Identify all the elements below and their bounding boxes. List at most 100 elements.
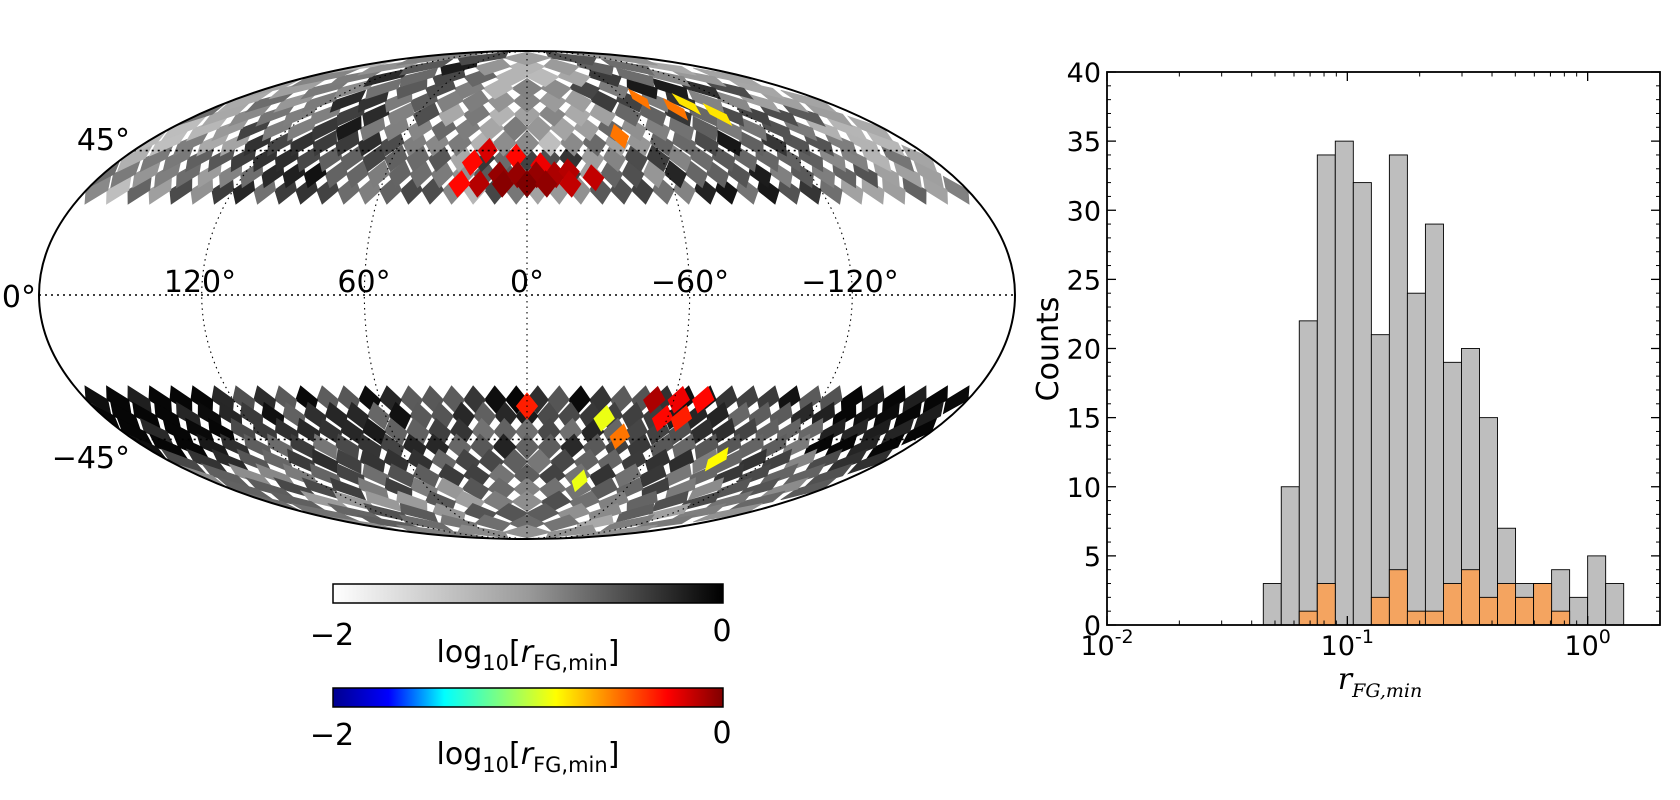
map-pixel xyxy=(942,175,970,205)
y-tick-label: 0 xyxy=(1084,611,1101,642)
y-tick-label: 10 xyxy=(1067,473,1101,504)
map-pixel xyxy=(838,144,869,173)
map-highlight-pixel xyxy=(505,143,527,170)
map-pixel xyxy=(651,77,689,100)
map-highlight-pixel xyxy=(704,447,729,472)
map-pixel xyxy=(399,514,454,532)
graticule xyxy=(39,51,1015,539)
hist-bar-all xyxy=(1370,334,1390,626)
map-highlight-pixel xyxy=(487,161,510,189)
map-pixel xyxy=(852,159,878,189)
map-highlight-pixel xyxy=(461,149,483,176)
hist-bar-selected xyxy=(1443,583,1462,626)
map-pixel xyxy=(668,144,692,173)
lon-label-minus60: −60° xyxy=(651,265,729,300)
map-pixel xyxy=(819,175,843,205)
map-pixel xyxy=(176,159,202,189)
map-pixel xyxy=(564,89,593,113)
hist-bar-all xyxy=(1587,555,1607,626)
map-pixel xyxy=(525,115,552,142)
y-tick-label: 25 xyxy=(1067,265,1101,296)
colorbar-grey xyxy=(332,583,724,604)
colorbar-jet xyxy=(332,687,724,708)
map-pixel xyxy=(336,448,362,475)
map-pixel xyxy=(312,433,338,461)
map-pixel xyxy=(614,463,642,488)
map-pixel xyxy=(514,433,540,461)
map-pixel xyxy=(846,115,894,142)
map-highlight-pixel xyxy=(643,385,666,414)
map-highlight-pixel xyxy=(515,170,539,198)
map-pixel xyxy=(600,514,655,532)
map-pixel xyxy=(329,89,367,113)
map-pixel xyxy=(399,67,439,88)
map-highlight-pixel xyxy=(559,170,582,198)
hist-x-axis-label: rFG,min xyxy=(1338,662,1422,702)
map-pixel xyxy=(846,448,894,475)
mollweide-map: 120° 60° 0° −60° −120° 45° 0° −45° xyxy=(2,50,1016,540)
map-pixel xyxy=(780,477,837,501)
map-pixel xyxy=(474,514,512,532)
map-pixel xyxy=(384,417,408,446)
hist-bar-selected xyxy=(1551,610,1571,626)
hist-bar-all xyxy=(1298,320,1318,626)
map-pixel xyxy=(514,129,540,157)
map-pixel xyxy=(615,67,655,88)
meridian-line xyxy=(201,51,528,539)
y-tick-label: 15 xyxy=(1067,404,1101,435)
map-pixel xyxy=(538,102,566,127)
colorbar-jet-min-label: −2 xyxy=(310,718,354,753)
colorbar-jet-label: log10[rFG,min] xyxy=(437,737,620,777)
lon-label-0: 0° xyxy=(510,265,544,300)
map-pixel xyxy=(211,175,235,205)
colorbars: −2 0 log10[rFG,min] −2 0 log10[rFG,min] xyxy=(310,583,732,777)
hist-bar-all xyxy=(1406,292,1426,626)
map-pixel xyxy=(687,477,725,501)
lat-label-45: 45° xyxy=(77,123,130,158)
hist-bar-all xyxy=(1479,417,1498,626)
x-tick-label: 10-1 xyxy=(1321,626,1374,662)
map-pixel xyxy=(621,115,647,142)
y-tick-label: 35 xyxy=(1067,127,1101,158)
x-tick-label: 100 xyxy=(1564,626,1610,662)
map-highlight-pixel xyxy=(593,404,615,432)
map-highlight-pixel xyxy=(651,404,674,432)
map-highlight-pixel xyxy=(667,385,691,414)
map-pixel xyxy=(508,58,546,76)
hist-bar-selected xyxy=(1298,610,1318,626)
map-pixel xyxy=(474,58,512,76)
hist-bar-selected xyxy=(1461,569,1480,626)
hist-bar-selected xyxy=(1406,610,1426,626)
meridian-line xyxy=(526,51,853,539)
hist-series-all xyxy=(1262,140,1625,626)
map-pixel xyxy=(780,89,837,113)
map-pixel xyxy=(693,67,763,87)
map-pixel xyxy=(488,102,516,127)
map-pixel xyxy=(513,89,541,113)
map-boundary xyxy=(38,50,1016,540)
hist-bar-all xyxy=(1569,596,1589,626)
hist-bar-selected xyxy=(1533,583,1553,626)
map-pixel xyxy=(901,417,938,446)
hist-bar-selected xyxy=(1370,596,1390,626)
map-highlight-pixel xyxy=(477,137,498,164)
y-tick-label: 5 xyxy=(1084,542,1101,573)
y-tick-label: 30 xyxy=(1067,196,1101,227)
y-tick-label: 20 xyxy=(1067,335,1101,366)
map-pixel xyxy=(116,144,153,173)
map-highlight-pixel xyxy=(467,170,490,198)
map-highlight-pixel xyxy=(691,385,715,414)
hist-x-tick-labels: 10-2 10-1 100 xyxy=(1080,626,1611,662)
map-pixel xyxy=(942,385,970,415)
map-highlight-pixel xyxy=(609,423,630,450)
map-pixel xyxy=(388,159,412,189)
map-pixel xyxy=(365,77,403,100)
map-pixel xyxy=(716,129,742,157)
map-highlight-pixel xyxy=(535,170,558,198)
map-pixel xyxy=(396,77,428,100)
map-highlight-pixel xyxy=(670,404,693,432)
map-pixel xyxy=(336,115,362,142)
map-pixel xyxy=(457,51,509,66)
map-highlight-pixel xyxy=(662,97,689,121)
